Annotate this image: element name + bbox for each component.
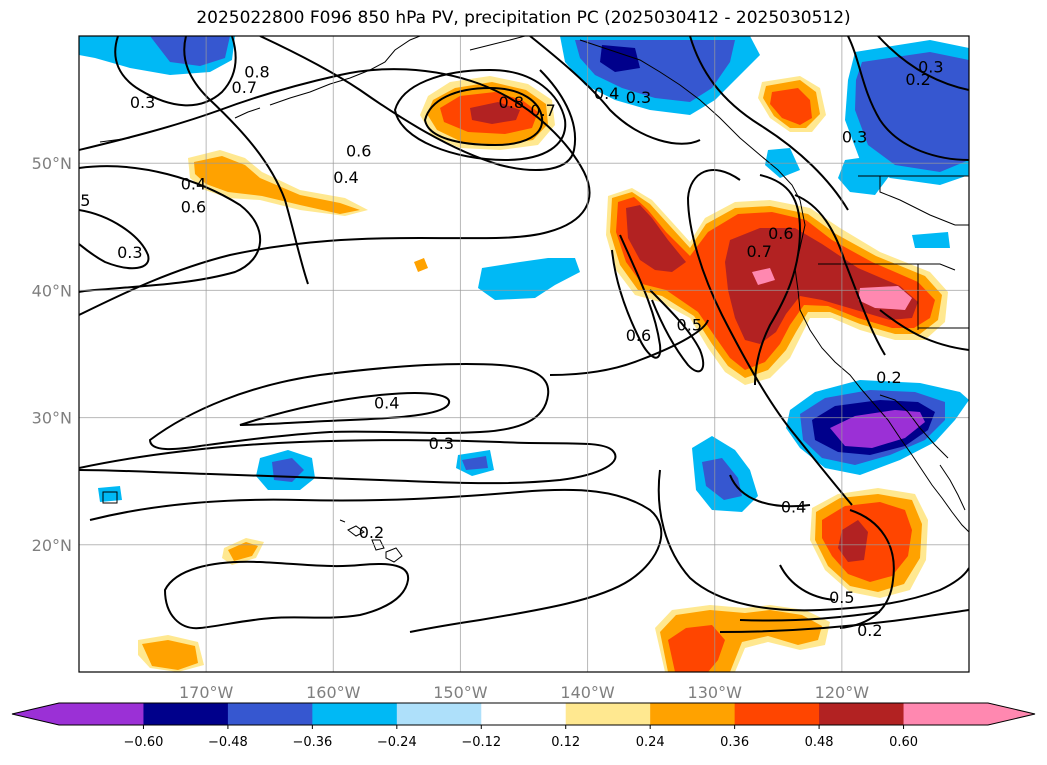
contour-label: 0.6 [181, 197, 206, 216]
colorbar-extend-low [12, 703, 59, 725]
colorbar-segment [59, 703, 144, 725]
lon-tick-label: 170°W [179, 683, 234, 702]
colorbar-segment [312, 703, 398, 725]
contour-label: 5 [80, 191, 90, 210]
contour-label: 0.3 [842, 127, 867, 146]
contour-label: 0.2 [876, 368, 901, 387]
lon-tick-label: 130°W [688, 683, 743, 702]
contour-label: 0.4 [781, 498, 806, 517]
colorbar-tick-labels: −0.60 −0.48 −0.36 −0.24 −0.12 0.12 0.24 0.36 0.4… [124, 725, 918, 750]
contour-label: 0.7 [746, 242, 771, 261]
contour-label: 0.3 [429, 434, 454, 453]
colorbar-tick-label: 0.24 [636, 735, 665, 750]
lon-tick-label: 140°W [560, 683, 615, 702]
contour-label: 0.2 [905, 70, 930, 89]
contour-label: 0.3 [117, 243, 142, 262]
contour-label: 0.6 [626, 326, 651, 345]
colorbar-tick-label: 0.60 [889, 735, 918, 750]
colorbar-segment [396, 703, 482, 725]
contour-label: 0.4 [594, 84, 619, 103]
precipitation-shading [79, 36, 969, 672]
colorbar-tick-label: 0.12 [551, 735, 580, 750]
map-frame [78, 35, 970, 673]
coastlines [99, 36, 969, 563]
lat-tick-label: 20°N [32, 536, 72, 555]
lat-tick-label: 50°N [32, 154, 72, 173]
contour-label: 0.5 [829, 588, 854, 607]
colorbar-segment [650, 703, 736, 725]
pv-contours [79, 36, 969, 633]
colorbar-tick-label: 0.36 [720, 735, 749, 750]
page-title: 2025022800 F096 850 hPa PV, precipitatio… [196, 8, 851, 28]
contour-label: 0.3 [130, 93, 155, 112]
colorbar-segment [565, 703, 651, 725]
lon-tick-label: 160°W [306, 683, 361, 702]
contour-label: 0.8 [244, 63, 269, 82]
lat-tick-label: 40°N [32, 281, 72, 300]
contour-label: 0.2 [857, 621, 882, 640]
colorbar-tick-label: −0.48 [208, 735, 248, 750]
contour-label: 0.7 [232, 78, 257, 97]
contour-label: 0.3 [918, 58, 943, 77]
contour-label: 0.7 [530, 101, 555, 120]
colorbar [11, 702, 1036, 726]
longitude-tick-labels: 170°W 160°W 150°W 140°W 130°W 120°W [179, 683, 869, 702]
colorbar-segment [903, 703, 989, 725]
colorbar-tick-label: −0.36 [292, 735, 332, 750]
contour-label: 0.3 [626, 88, 651, 107]
gridlines [79, 36, 969, 672]
colorbar-tick-label: 0.48 [805, 735, 834, 750]
contour-label: 0.2 [359, 523, 384, 542]
political-borders [818, 175, 969, 330]
latitude-tick-labels: 50°N 40°N 30°N 20°N [32, 154, 72, 555]
contour-labels: 0.80.70.30.60.40.60.40.350.8 0.70.4 0.30.3… [80, 58, 943, 640]
colorbar-outline [11, 702, 1036, 726]
lon-tick-label: 120°W [815, 683, 870, 702]
colorbar-segment [819, 703, 905, 725]
contour-label: 0.6 [768, 224, 793, 243]
colorbar-tick-label: −0.60 [124, 735, 164, 750]
colorbar-extend-high [988, 703, 1035, 725]
contour-label: 0.8 [499, 93, 524, 112]
colorbar-segment [143, 703, 229, 725]
colorbar-segment [227, 703, 313, 725]
contour-label: 0.4 [333, 168, 358, 187]
lon-tick-label: 150°W [433, 683, 488, 702]
contour-label: 0.4 [374, 393, 399, 412]
contour-label: 0.5 [677, 316, 702, 335]
colorbar-tick-label: −0.12 [461, 735, 501, 750]
contour-label: 0.4 [181, 175, 206, 194]
colorbar-segment [481, 703, 567, 725]
colorbar-tick-label: −0.24 [377, 735, 417, 750]
contour-label: 0.6 [346, 141, 371, 160]
lat-tick-label: 30°N [32, 409, 72, 428]
colorbar-segment [734, 703, 820, 725]
